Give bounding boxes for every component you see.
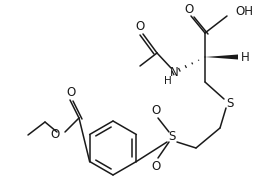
Text: S: S xyxy=(226,96,234,110)
Text: H: H xyxy=(164,76,172,86)
Text: O: O xyxy=(135,19,145,33)
Text: H: H xyxy=(241,50,250,64)
Text: O: O xyxy=(51,128,60,142)
Text: OH: OH xyxy=(235,4,253,18)
Text: O: O xyxy=(151,160,161,172)
Polygon shape xyxy=(205,54,238,59)
Text: S: S xyxy=(168,131,176,143)
Text: O: O xyxy=(184,2,194,16)
Text: O: O xyxy=(151,103,161,117)
Text: N: N xyxy=(170,65,178,79)
Text: O: O xyxy=(66,85,76,99)
